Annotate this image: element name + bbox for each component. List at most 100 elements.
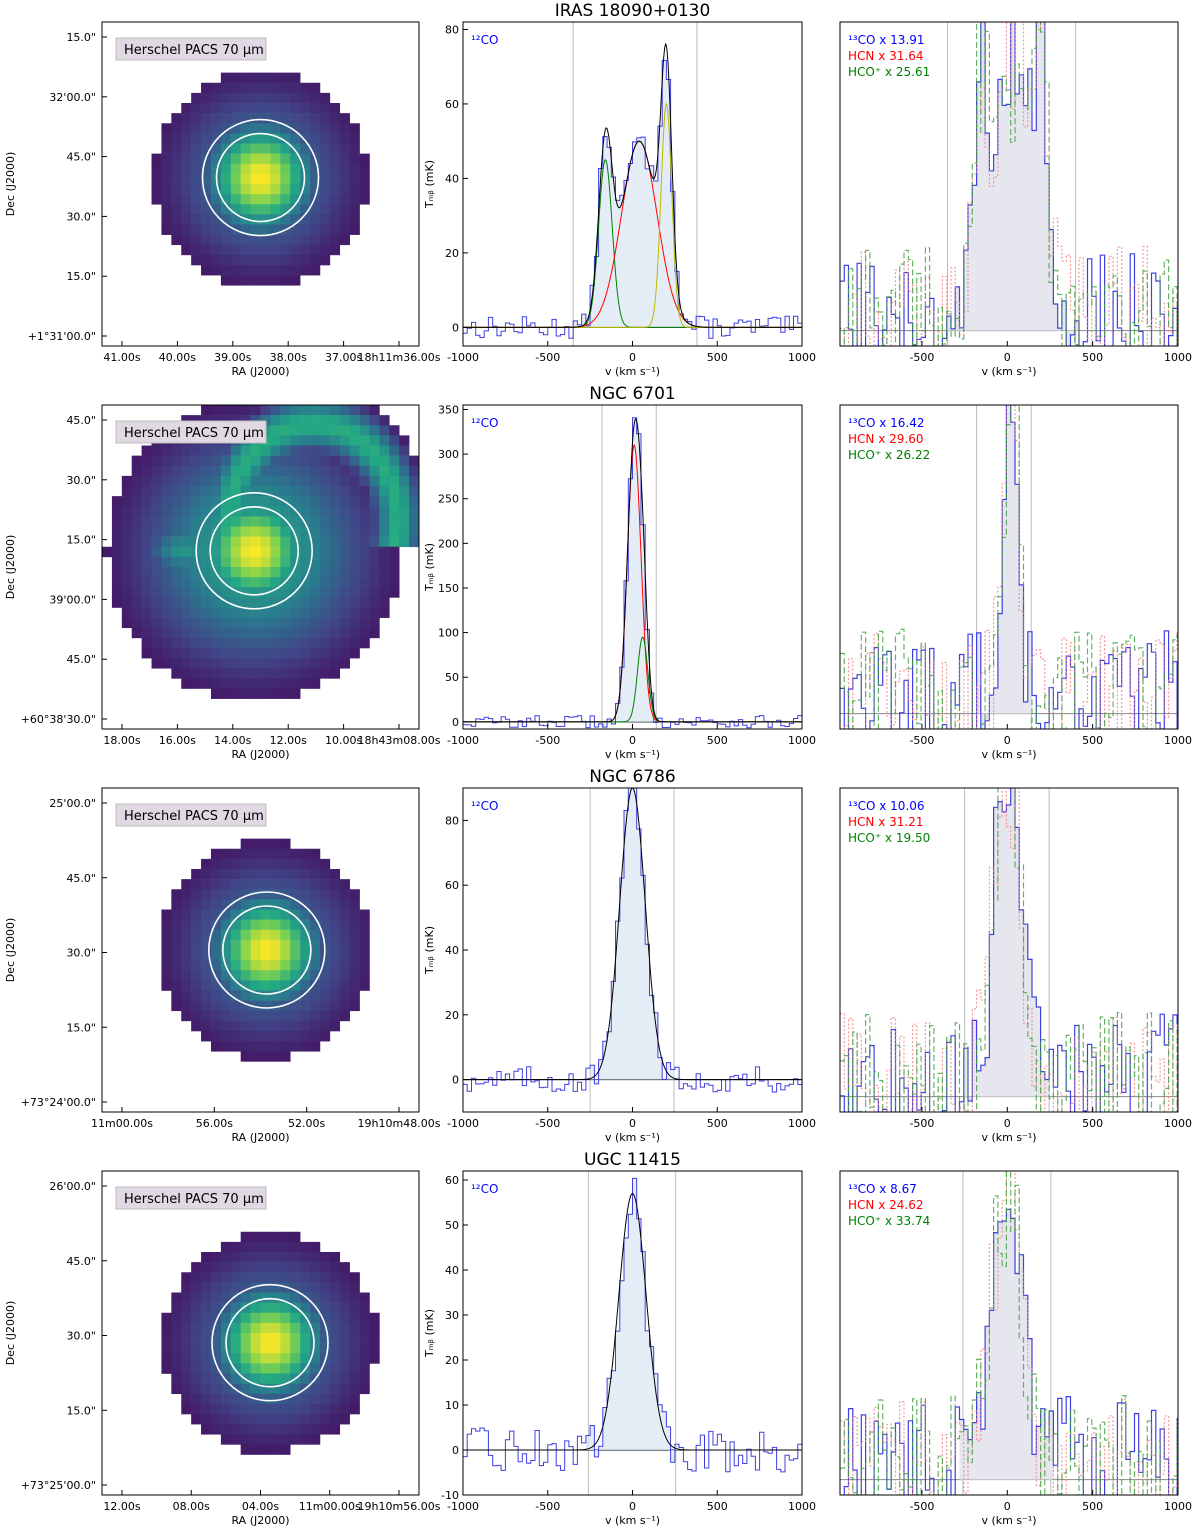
gaussian-total <box>463 42 802 328</box>
co13-spectrum <box>840 405 1178 729</box>
co12-label: ¹²CO <box>471 33 498 47</box>
legend-entry: ¹³CO x 8.67 <box>848 1182 917 1196</box>
x-tick-label: -500 <box>535 351 560 364</box>
dense-plot-area <box>840 788 1178 1112</box>
dec-axis-label: Dec (J2000) <box>4 152 17 217</box>
dense-window-fill <box>976 405 1032 729</box>
aperture-outer <box>195 491 313 610</box>
dec-tick-label: 30.0" <box>66 1330 96 1343</box>
co-spectrum <box>463 1177 802 1473</box>
co12-panel <box>462 404 803 730</box>
image-label-box <box>115 803 267 827</box>
dec-tick-label: +1°31'00.0" <box>28 330 96 343</box>
co12-label: ¹²CO <box>471 799 498 813</box>
gaussian-total <box>463 417 802 723</box>
co-window-fill <box>585 1178 680 1463</box>
dec-tick-label: 15.0" <box>66 270 96 283</box>
co12-panel <box>462 1170 803 1496</box>
x-tick-label: 500 <box>1082 734 1103 747</box>
aperture-inner <box>222 905 312 995</box>
ra-axis-label: RA (J2000) <box>231 1131 289 1144</box>
y-tick-label: 30 <box>445 1309 459 1322</box>
dec-tick-label: 30.0" <box>66 947 96 960</box>
image-label: Herschel PACS 70 μm <box>124 426 264 441</box>
ra-axis-label: RA (J2000) <box>231 748 289 761</box>
pacs-image <box>151 72 370 286</box>
x-tick-label: 500 <box>1082 1117 1103 1130</box>
legend-entry: HCN x 24.62 <box>848 1198 923 1212</box>
y-tick-label: 300 <box>438 448 459 461</box>
hcn-spectrum <box>840 22 1178 346</box>
y-tick-label: 200 <box>438 537 459 550</box>
image-frame <box>101 404 420 730</box>
pacs-image <box>161 838 370 1062</box>
dense-panel <box>839 404 1179 730</box>
row-0: Herschel PACS 70 μm 15.0" 32'00.0" 45.0" 30.… <box>4 1 1192 378</box>
x-tick-label: 1000 <box>1164 1500 1192 1513</box>
ra-tick-label: 18.00s <box>103 734 140 747</box>
x-tick-label: 0 <box>629 351 636 364</box>
v-axis-label: v (km s⁻¹) <box>981 748 1036 761</box>
y-tick-label: 80 <box>445 23 459 36</box>
co-window-fill <box>598 417 658 728</box>
dec-tick-label: 45.0" <box>66 872 96 885</box>
x-tick-label: -1000 <box>447 351 479 364</box>
hcop-spectrum <box>840 788 1178 1112</box>
ra-tick-label: 08.00s <box>173 1500 210 1513</box>
dec-tick-label: 15.0" <box>66 1021 96 1034</box>
v-axis-label: v (km s⁻¹) <box>981 1131 1036 1144</box>
dec-tick-label: 15.0" <box>66 31 96 44</box>
dec-tick-label: 25'00.0" <box>49 797 96 810</box>
row-2: Herschel PACS 70 μm 25'00.0" 45.0" 30.0" 15.… <box>4 767 1192 1144</box>
dense-window-fill <box>946 22 1079 346</box>
ra-tick-label: 19h10m56.00s <box>358 1500 441 1513</box>
ra-tick-label: 18h43m08.00s <box>358 734 441 747</box>
co13-spectrum <box>840 22 1178 346</box>
dec-axis-label: Dec (J2000) <box>4 1301 17 1366</box>
x-tick-label: 0 <box>1004 351 1011 364</box>
legend-entry: HCN x 31.21 <box>848 815 923 829</box>
x-tick-label: 0 <box>1004 734 1011 747</box>
y-tick-label: 0 <box>452 1074 459 1087</box>
v-axis-label: v (km s⁻¹) <box>981 1514 1036 1527</box>
y-tick-label: 350 <box>438 403 459 416</box>
tmb-axis-label: Tₘᵦ (mK) <box>423 926 436 975</box>
v-axis-label: v (km s⁻¹) <box>605 1131 660 1144</box>
tmb-axis-label: Tₘᵦ (mK) <box>423 1309 436 1358</box>
co-plot-area <box>463 1171 802 1495</box>
image-label: Herschel PACS 70 μm <box>124 1192 264 1207</box>
y-tick-label: 60 <box>445 1174 459 1187</box>
gaussian-total <box>463 788 802 1081</box>
ra-tick-label: 18h11m36.00s <box>358 351 441 364</box>
dense-panel <box>839 21 1179 347</box>
ra-tick-label: 37.00s <box>325 351 362 364</box>
legend-entry: HCN x 31.64 <box>848 49 923 63</box>
dense-panel <box>839 787 1179 1113</box>
x-tick-label: -500 <box>909 351 934 364</box>
y-tick-label: 10 <box>445 1399 459 1412</box>
aperture-inner <box>225 1297 315 1388</box>
x-tick-label: 0 <box>629 1500 636 1513</box>
ra-tick-label: 38.00s <box>270 351 307 364</box>
x-tick-label: -500 <box>909 1117 934 1130</box>
y-tick-label: 80 <box>445 814 459 827</box>
x-tick-label: 0 <box>1004 1500 1011 1513</box>
ra-tick-label: 16.00s <box>159 734 196 747</box>
pacs-image <box>161 1231 380 1455</box>
image-label: Herschel PACS 70 μm <box>124 43 264 58</box>
hcop-spectrum <box>843 22 1178 346</box>
y-tick-label: 50 <box>445 1219 459 1232</box>
v-axis-label: v (km s⁻¹) <box>605 748 660 761</box>
x-tick-label: 500 <box>707 351 728 364</box>
hcop-spectrum <box>840 1171 1178 1495</box>
x-tick-label: -500 <box>909 1500 934 1513</box>
dec-tick-label: 45.0" <box>66 1255 96 1268</box>
x-tick-label: 1000 <box>788 1500 816 1513</box>
y-tick-label: 20 <box>445 1354 459 1367</box>
x-tick-label: -1000 <box>447 1500 479 1513</box>
dense-window-fill <box>959 1209 1054 1480</box>
ra-tick-label: 19h10m48.00s <box>358 1117 441 1130</box>
hcn-spectrum <box>840 788 1178 1112</box>
ra-axis-label: RA (J2000) <box>231 1514 289 1527</box>
y-tick-label: 20 <box>445 247 459 260</box>
